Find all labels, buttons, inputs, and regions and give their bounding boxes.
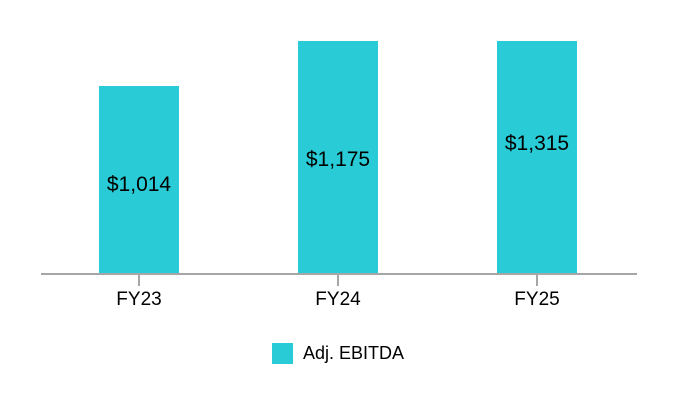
x-axis-tick-fy24 (337, 275, 339, 286)
x-axis-label-fy24: FY24 (315, 289, 361, 310)
data-label-fy25: $1,315 (504, 132, 570, 155)
x-axis-label-fy23: FY23 (116, 289, 162, 310)
data-label-fy24: $1,175 (305, 148, 371, 171)
x-axis-label-fy25: FY25 (514, 289, 560, 310)
legend-swatch-icon (272, 343, 293, 364)
bar-fy23 (99, 86, 179, 274)
legend-label: Adj. EBITDA (303, 343, 405, 363)
x-axis-tick-fy25 (536, 275, 538, 286)
x-axis-line (41, 273, 637, 275)
bar-fy25 (497, 41, 577, 274)
x-axis-tick-fy23 (138, 275, 140, 286)
bar-fy24 (298, 41, 378, 274)
data-label-fy23: $1,014 (106, 173, 172, 196)
legend: Adj. EBITDA (272, 343, 404, 364)
